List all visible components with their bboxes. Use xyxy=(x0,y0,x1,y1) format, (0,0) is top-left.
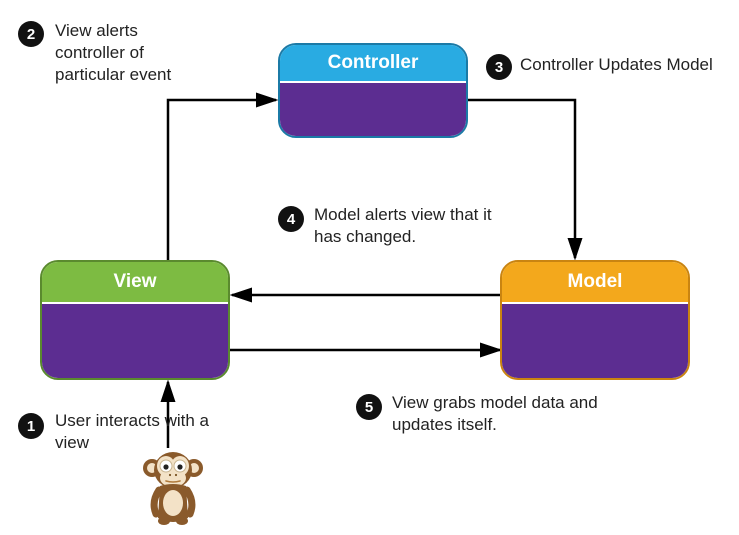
node-model: Model xyxy=(500,260,690,380)
step-badge-3-num: 3 xyxy=(495,59,503,76)
step-caption-4-text: Model alerts view that it has changed. xyxy=(314,205,492,246)
node-view-body xyxy=(42,304,228,380)
step-badge-5-num: 5 xyxy=(365,399,373,416)
node-controller-label: Controller xyxy=(328,52,419,74)
node-model-body xyxy=(502,304,688,380)
step-caption-4: Model alerts view that it has changed. xyxy=(314,204,504,248)
step-caption-3-text: Controller Updates Model xyxy=(520,55,713,74)
step-badge-3: 3 xyxy=(486,54,512,80)
node-model-label: Model xyxy=(568,271,623,293)
step-badge-5: 5 xyxy=(356,394,382,420)
step-caption-5: View grabs model data and updates itself… xyxy=(392,392,602,436)
step-badge-2: 2 xyxy=(18,21,44,47)
edge-view-to-controller xyxy=(168,100,276,260)
mvc-diagram: { "diagram": { "type": "flowchart", "wid… xyxy=(0,0,739,535)
node-controller-body xyxy=(280,83,466,138)
step-caption-1-text: User interacts with a view xyxy=(55,411,209,452)
node-controller: Controller xyxy=(278,43,468,138)
step-caption-5-text: View grabs model data and updates itself… xyxy=(392,393,598,434)
node-view-header: View xyxy=(42,262,228,304)
node-controller-header: Controller xyxy=(280,45,466,83)
step-badge-2-num: 2 xyxy=(27,26,35,43)
node-view-label: View xyxy=(114,271,157,293)
step-caption-2-text: View alerts controller of particular eve… xyxy=(55,21,171,84)
user-monkey-icon xyxy=(142,448,204,526)
step-badge-4: 4 xyxy=(278,206,304,232)
step-caption-2: View alerts controller of particular eve… xyxy=(55,20,205,86)
node-model-header: Model xyxy=(502,262,688,304)
step-badge-1: 1 xyxy=(18,413,44,439)
step-badge-4-num: 4 xyxy=(287,211,295,228)
step-badge-1-num: 1 xyxy=(27,418,35,435)
node-view: View xyxy=(40,260,230,380)
step-caption-3: Controller Updates Model xyxy=(520,54,739,76)
